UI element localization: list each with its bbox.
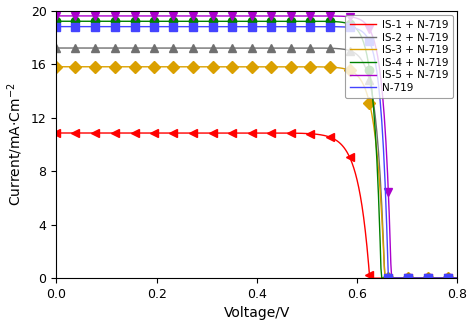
IS-5 + N-719 xyxy=(298,14,304,18)
IS-1 + N-719 xyxy=(455,276,461,280)
IS-3 + N-719 xyxy=(249,65,254,69)
Line: IS-1 + N-719: IS-1 + N-719 xyxy=(56,133,467,278)
IS-1 + N-719 xyxy=(53,131,59,135)
N-719 xyxy=(251,25,257,29)
IS-3 + N-719 xyxy=(382,276,388,280)
IS-1 + N-719 xyxy=(276,131,281,135)
IS-3 + N-719 xyxy=(53,65,59,69)
N-719 xyxy=(464,276,470,280)
IS-5 + N-719 xyxy=(249,14,254,18)
IS-4 + N-719 xyxy=(455,276,461,280)
IS-3 + N-719 xyxy=(464,276,470,280)
IS-5 + N-719 xyxy=(53,14,59,18)
IS-2 + N-719 xyxy=(464,276,470,280)
IS-4 + N-719 xyxy=(298,19,304,23)
IS-2 + N-719 xyxy=(251,46,257,50)
IS-4 + N-719 xyxy=(391,276,397,280)
IS-1 + N-719 xyxy=(251,131,257,135)
IS-5 + N-719 xyxy=(389,276,394,280)
IS-2 + N-719 xyxy=(391,276,397,280)
Line: IS-2 + N-719: IS-2 + N-719 xyxy=(56,48,467,278)
N-719 xyxy=(249,25,254,29)
IS-5 + N-719 xyxy=(391,276,397,280)
IS-1 + N-719 xyxy=(464,276,470,280)
Line: IS-4 + N-719: IS-4 + N-719 xyxy=(56,21,467,278)
IS-4 + N-719 xyxy=(251,19,257,23)
X-axis label: Voltage/V: Voltage/V xyxy=(224,306,290,320)
IS-3 + N-719 xyxy=(391,276,397,280)
IS-4 + N-719 xyxy=(464,276,470,280)
Line: N-719: N-719 xyxy=(56,27,467,278)
IS-3 + N-719 xyxy=(298,65,304,69)
IS-2 + N-719 xyxy=(53,46,59,50)
IS-1 + N-719 xyxy=(368,276,373,280)
IS-3 + N-719 xyxy=(251,65,257,69)
N-719 xyxy=(276,25,281,29)
IS-2 + N-719 xyxy=(249,46,254,50)
N-719 xyxy=(391,276,397,280)
IS-5 + N-719 xyxy=(455,276,461,280)
IS-4 + N-719 xyxy=(379,276,385,280)
N-719 xyxy=(53,25,59,29)
IS-3 + N-719 xyxy=(276,65,281,69)
IS-2 + N-719 xyxy=(455,276,461,280)
IS-1 + N-719 xyxy=(249,131,254,135)
IS-1 + N-719 xyxy=(391,276,397,280)
IS-2 + N-719 xyxy=(276,46,281,50)
IS-2 + N-719 xyxy=(298,46,304,50)
IS-5 + N-719 xyxy=(464,276,470,280)
IS-4 + N-719 xyxy=(276,19,281,23)
IS-4 + N-719 xyxy=(53,19,59,23)
N-719 xyxy=(298,25,304,29)
Y-axis label: Current/mA·Cm$^{-2}$: Current/mA·Cm$^{-2}$ xyxy=(6,82,25,206)
Line: IS-5 + N-719: IS-5 + N-719 xyxy=(56,16,467,278)
Line: IS-3 + N-719: IS-3 + N-719 xyxy=(56,67,467,278)
IS-5 + N-719 xyxy=(276,14,281,18)
IS-3 + N-719 xyxy=(455,276,461,280)
N-719 xyxy=(385,276,391,280)
IS-1 + N-719 xyxy=(298,131,304,135)
IS-2 + N-719 xyxy=(382,276,388,280)
N-719 xyxy=(455,276,461,280)
IS-4 + N-719 xyxy=(249,19,254,23)
Legend: IS-1 + N-719, IS-2 + N-719, IS-3 + N-719, IS-4 + N-719, IS-5 + N-719, N-719: IS-1 + N-719, IS-2 + N-719, IS-3 + N-719… xyxy=(345,15,453,98)
IS-5 + N-719 xyxy=(251,14,257,18)
